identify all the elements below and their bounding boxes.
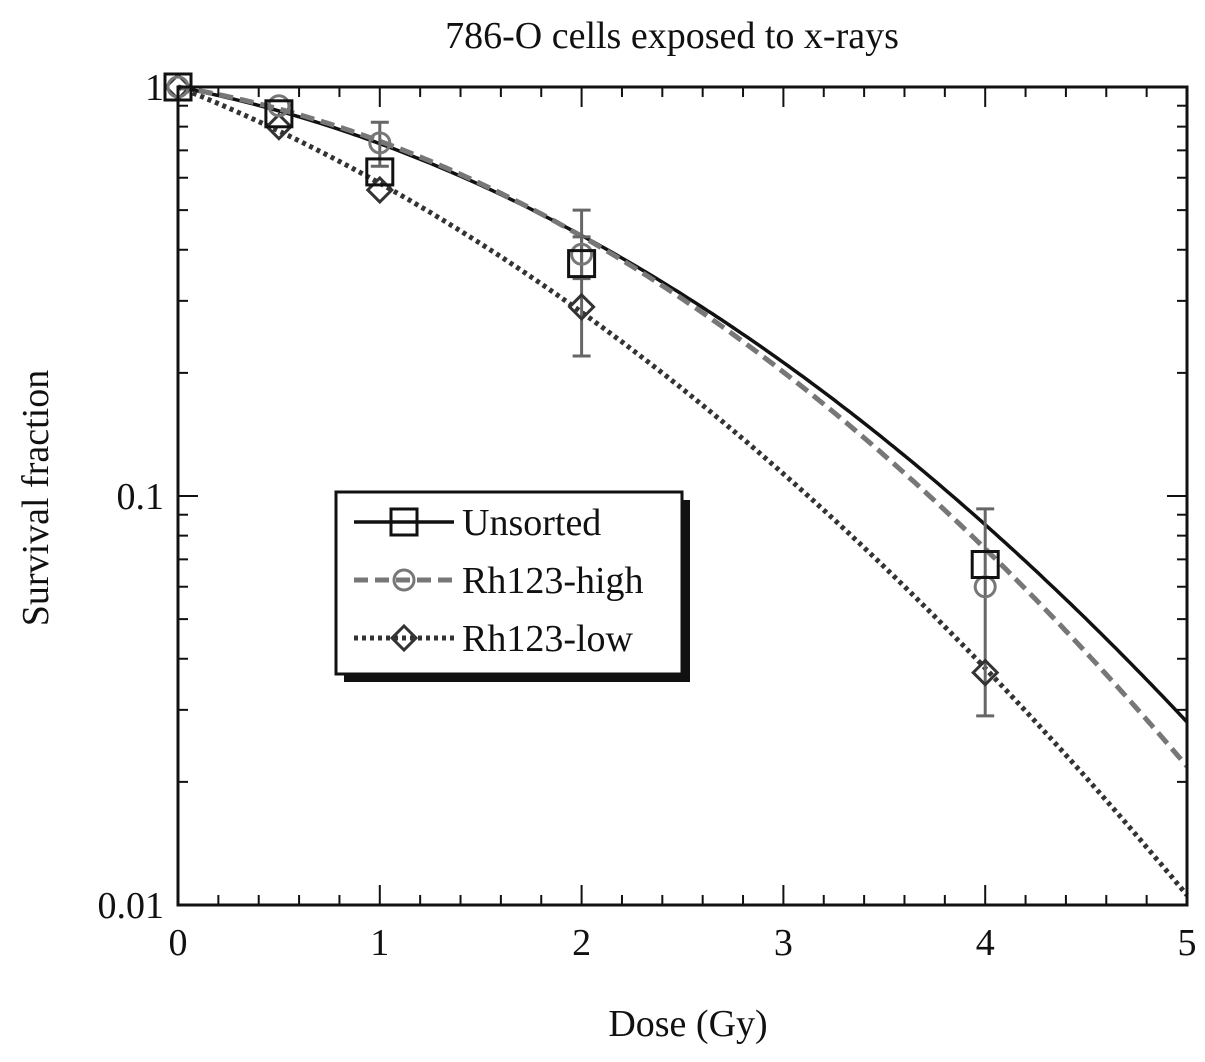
tick-labels: 0 1 2 3 4 5 0.01 0.1 1 — [98, 67, 1197, 964]
x-tick-label: 3 — [774, 922, 793, 964]
legend-marker-rh123-high — [392, 568, 416, 592]
x-tick-label: 5 — [1178, 922, 1197, 964]
x-axis-label: Dose (Gy) — [608, 1003, 767, 1045]
data-point-unsorted — [264, 99, 294, 129]
y-axis-label: Survival fraction — [15, 370, 57, 626]
data-point-unsorted — [970, 550, 1000, 580]
data-point-unsorted — [365, 157, 395, 187]
data-point-rh123-low — [567, 292, 596, 322]
data-point-unsorted — [567, 249, 597, 279]
fit-curves — [177, 84, 1189, 897]
legend-label: Rh123-high — [462, 560, 644, 602]
legend-label: Rh123-low — [462, 618, 634, 660]
fit-curve-rh123-low — [177, 84, 1189, 897]
legend-label: Unsorted — [462, 502, 601, 544]
y-tick-label: 0.01 — [98, 885, 165, 927]
x-tick-label: 4 — [976, 922, 995, 964]
data-point-rh123-high — [368, 131, 392, 155]
fit-curve-rh123-high — [177, 84, 1189, 769]
plot-frame — [176, 85, 1189, 907]
data-point-rh123-high — [267, 94, 291, 118]
data-point-rh123-low — [264, 112, 294, 141]
x-tick-label: 2 — [572, 922, 591, 964]
legend: Unsorted Rh123-high Rh123-low — [334, 490, 690, 682]
y-tick-label: 1 — [145, 67, 164, 109]
x-tick-label: 0 — [169, 922, 188, 964]
data-point-rh123-low — [971, 658, 1000, 687]
chart-title: 786-O cells exposed to x-rays — [445, 15, 899, 57]
legend-marker-rh123-low — [389, 623, 419, 653]
legend-marker-unsorted — [389, 507, 419, 537]
x-tick-label: 1 — [370, 922, 389, 964]
data-point-rh123-high — [570, 242, 594, 266]
y-tick-label: 0.1 — [117, 476, 165, 518]
